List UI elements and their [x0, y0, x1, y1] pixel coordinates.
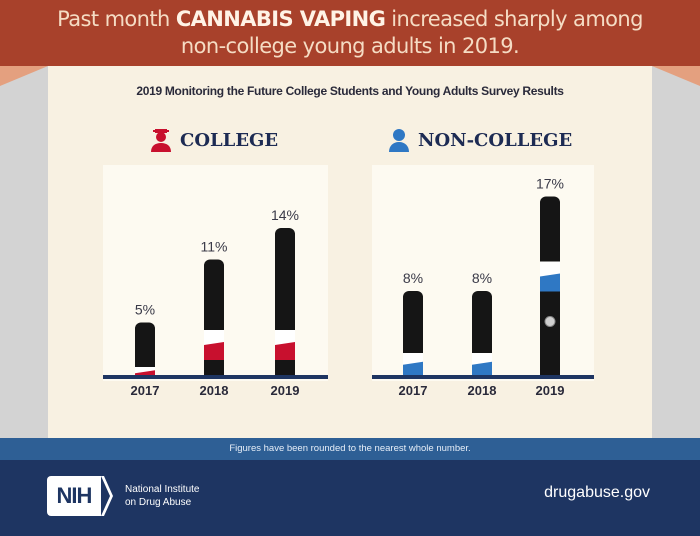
headline-line2: non-college young adults in 2019. — [180, 34, 520, 58]
value-label: 17% — [536, 176, 564, 192]
cartridge-liquid — [135, 370, 155, 375]
year-tick-label: 2017 — [399, 383, 428, 398]
year-tick-label: 2018 — [200, 383, 229, 398]
year-tick-label: 2017 — [131, 383, 160, 398]
cartridge-liquid — [472, 361, 492, 375]
nih-chevron-icon — [101, 476, 113, 516]
vape-bar — [403, 291, 423, 375]
vape-bar — [135, 322, 155, 375]
headline-text: Past month — [57, 7, 176, 31]
baseline — [103, 375, 328, 379]
college-heading: COLLEGE — [150, 128, 278, 152]
power-button — [544, 316, 556, 327]
ribbon-left — [0, 66, 48, 86]
value-label: 14% — [271, 207, 299, 223]
org-name-line1: National Institute — [125, 484, 200, 495]
college-title: COLLEGE — [180, 129, 279, 151]
cartridge-liquid — [204, 342, 224, 360]
cartridge-window — [135, 367, 155, 375]
non-college-title: NON-COLLEGE — [418, 129, 573, 151]
vape-bar — [472, 291, 492, 375]
headline-text: increased sharply among — [385, 7, 643, 31]
non-college-heading: NON-COLLEGE — [388, 128, 572, 152]
nih-logo: NIH National Institute on Drug Abuse — [47, 476, 200, 516]
value-label: 5% — [135, 302, 155, 318]
headline-emphasis: CANNABIS VAPING — [175, 7, 386, 31]
value-label: 8% — [472, 270, 492, 286]
baseline — [372, 375, 594, 379]
vape-bar — [540, 196, 560, 375]
footer-bar — [0, 460, 700, 536]
headline-banner: Past month CANNABIS VAPING increased sha… — [0, 0, 700, 66]
vape-bar — [275, 228, 295, 375]
year-tick-label: 2018 — [468, 383, 497, 398]
bar-body — [135, 330, 155, 375]
ribbon-right — [652, 66, 700, 86]
battery — [540, 295, 560, 375]
value-label: 11% — [201, 239, 228, 255]
survey-subtitle: 2019 Monitoring the Future College Stude… — [136, 84, 564, 98]
value-label: 8% — [403, 270, 423, 286]
vape-bar — [204, 259, 224, 375]
person-icon — [389, 129, 409, 152]
nih-logo-mark: NIH — [47, 476, 101, 516]
cartridge-liquid — [540, 273, 560, 292]
cartridge-liquid — [403, 361, 423, 375]
year-tick-label: 2019 — [271, 383, 300, 398]
org-name-line2: on Drug Abuse — [125, 497, 192, 508]
footnote: Figures have been rounded to the nearest… — [0, 438, 700, 460]
cartridge-liquid — [275, 342, 295, 360]
year-tick-label: 2019 — [536, 383, 565, 398]
graduate-icon — [151, 129, 171, 152]
website-link[interactable]: drugabuse.gov — [544, 484, 650, 501]
